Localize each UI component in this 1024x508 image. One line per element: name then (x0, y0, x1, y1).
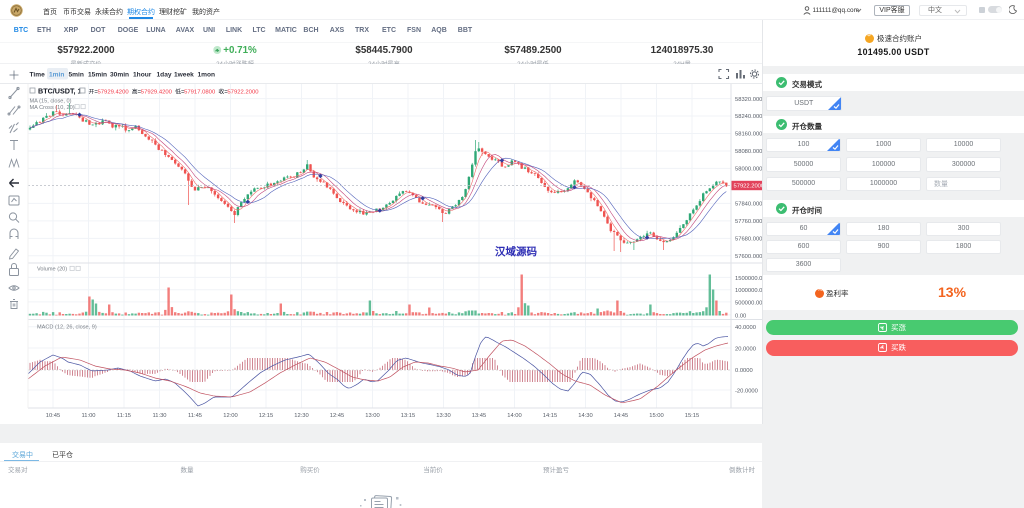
svg-text:1000000.00: 1000000.00 (735, 288, 762, 294)
svg-text:开=: 开= (89, 89, 99, 96)
svg-text:5min: 5min (69, 72, 84, 79)
svg-text:14:45: 14:45 (614, 413, 629, 419)
svg-text:1week: 1week (174, 72, 194, 79)
svg-text:15:00: 15:00 (649, 413, 664, 419)
svg-text:14:15: 14:15 (543, 413, 558, 419)
svg-text:1mon: 1mon (198, 72, 216, 79)
svg-text:57917.0800: 57917.0800 (184, 90, 216, 96)
svg-text:高=: 高= (132, 88, 142, 96)
svg-text:收=: 收= (218, 88, 228, 96)
svg-text:1day: 1day (157, 72, 172, 79)
svg-text:汉域源码: 汉域源码 (495, 245, 537, 258)
svg-text:57600.0000: 57600.0000 (735, 254, 762, 260)
svg-text:Volume (20): Volume (20) (37, 267, 67, 273)
svg-text:11:00: 11:00 (81, 413, 95, 419)
svg-text:10:45: 10:45 (46, 413, 61, 419)
svg-text:15:15: 15:15 (685, 413, 700, 419)
svg-text:30min: 30min (110, 72, 129, 79)
svg-text:11:15: 11:15 (117, 413, 131, 419)
svg-text:Time: Time (30, 72, 46, 79)
svg-text:0.0000: 0.0000 (735, 368, 753, 374)
svg-text:57922.2000: 57922.2000 (227, 90, 259, 96)
svg-text:58160.0000: 58160.0000 (735, 132, 762, 138)
svg-text:11:45: 11:45 (188, 413, 202, 419)
svg-text:0.00: 0.00 (735, 313, 746, 319)
svg-text:-20.0000: -20.0000 (735, 388, 758, 394)
svg-text:1500000.00: 1500000.00 (735, 276, 762, 282)
svg-text:20.0000: 20.0000 (735, 346, 756, 352)
svg-text:13:30: 13:30 (436, 413, 451, 419)
svg-text:58320.0000: 58320.0000 (735, 97, 762, 103)
svg-text:58080.0000: 58080.0000 (735, 149, 762, 155)
svg-text:57760.0000: 57760.0000 (735, 219, 762, 225)
svg-text:58240.0000: 58240.0000 (735, 114, 762, 120)
svg-text:13:15: 13:15 (401, 413, 416, 419)
svg-text:12:00: 12:00 (223, 413, 238, 419)
svg-text:500000.00: 500000.00 (735, 300, 762, 306)
svg-text:13:45: 13:45 (472, 413, 487, 419)
svg-text:BTC/USDT, 1: BTC/USDT, 1 (38, 87, 82, 96)
svg-text:1hour: 1hour (133, 72, 152, 79)
svg-text:MA Cross (10, 20): MA Cross (10, 20) (30, 105, 75, 111)
svg-text:57680.0000: 57680.0000 (735, 237, 762, 243)
svg-text:12:15: 12:15 (259, 413, 274, 419)
svg-text:14:30: 14:30 (578, 413, 593, 419)
svg-text:12:30: 12:30 (294, 413, 309, 419)
svg-text:57929.4200: 57929.4200 (98, 90, 130, 96)
svg-text:57840.0000: 57840.0000 (735, 202, 762, 208)
svg-text:57929.4200: 57929.4200 (141, 90, 173, 96)
svg-text:40.0000: 40.0000 (735, 325, 756, 331)
svg-text:58000.0000: 58000.0000 (735, 167, 762, 173)
svg-text:12:45: 12:45 (330, 413, 345, 419)
svg-text:15min: 15min (88, 72, 107, 79)
svg-text:低=: 低= (175, 88, 185, 96)
svg-text:1min: 1min (49, 72, 64, 79)
svg-text:57922.2000: 57922.2000 (734, 184, 763, 190)
svg-text:13:00: 13:00 (365, 413, 380, 419)
svg-text:MA (15, close, 0): MA (15, close, 0) (30, 99, 72, 105)
svg-text:14:00: 14:00 (507, 413, 522, 419)
svg-text:11:30: 11:30 (152, 413, 166, 419)
svg-text:MACD (12, 26, close, 9): MACD (12, 26, close, 9) (37, 325, 97, 331)
